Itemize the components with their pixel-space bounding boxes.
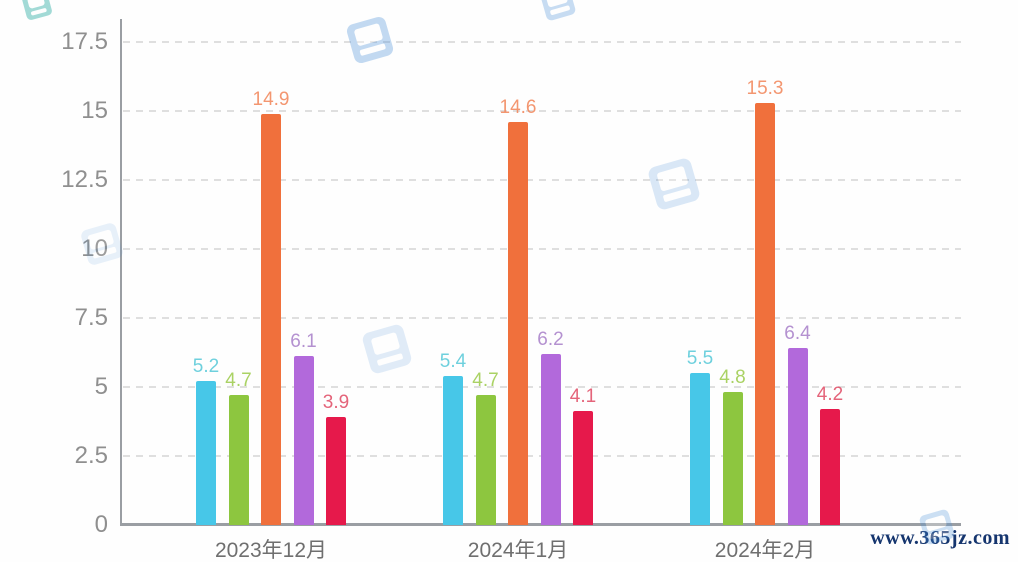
site-watermark: www.365jz.com [870,527,1010,549]
logo-glyph [924,514,947,532]
y-axis-tick-label: 12.5 [61,165,108,193]
logo-watermark-icon [539,0,577,22]
bar-series-cyan [443,375,463,526]
bar-series-cyan [690,372,710,526]
gridline [123,41,961,43]
bar-value-label: 6.2 [537,328,564,350]
bar-value-label: 14.6 [499,96,537,118]
bar-value-label: 4.7 [472,369,499,391]
bar-value-label: 3.9 [322,391,350,413]
bar-value-label: 4.8 [719,367,746,389]
logo-glyph [929,529,949,540]
y-axis-tick-label: 17.5 [61,28,108,55]
bar-series-green [722,392,743,526]
bar-series-red [326,416,346,526]
y-axis-tick-label: 0 [94,510,108,538]
bar-series-orange [261,113,281,526]
logo-glyph [30,7,48,16]
logo-watermark-icon [21,0,53,21]
bar-value-label: 4.7 [225,369,252,391]
y-axis-line [120,19,122,526]
bar-value-label: 4.1 [569,386,597,408]
logo-glyph [550,5,570,16]
logo-glyph [370,331,401,356]
logo-glyph [376,352,404,367]
bar-series-red [573,411,593,526]
bar-series-orange [508,121,528,526]
x-axis-category-label: 2024年2月 [714,539,816,562]
y-axis-tick-label: 5 [94,372,108,400]
bar-value-label: 5.4 [439,350,467,372]
y-axis-tick-label: 2.5 [74,441,108,469]
y-axis-tick-label: 7.5 [74,303,108,331]
bar-series-purple [540,353,561,526]
x-axis-category-label: 2023年12月 [214,539,328,562]
bar-series-purple [293,356,314,526]
logo-glyph [662,187,692,202]
bar-value-label: 5.2 [192,356,220,378]
logo-watermark-icon [361,323,413,375]
logo-watermark-icon [646,156,702,212]
logo-glyph [353,23,384,47]
logo-glyph [92,247,117,259]
logo-glyph [359,43,386,57]
x-axis-category-label: 2024年1月 [467,539,569,562]
bar-series-red [820,408,840,526]
bar-value-label: 15.3 [746,77,784,99]
y-axis-tick-label: 10 [36,235,108,263]
bar-series-green [228,394,249,526]
logo-watermark-icon [345,15,395,65]
bar-series-orange [755,102,775,526]
gridline [123,178,961,181]
bar-series-green [475,394,496,526]
bar-series-purple [787,348,808,526]
bar-series-cyan [196,381,216,526]
logo-glyph [87,229,114,250]
bar-value-label: 4.2 [816,383,844,405]
gridline [123,247,961,250]
y-axis-tick-label: 15 [81,96,108,124]
bar-value-label: 6.4 [784,323,811,345]
gridline [123,316,961,319]
bar-value-label: 5.5 [686,347,714,369]
gridline [123,109,961,112]
bar-value-label: 6.1 [290,331,317,353]
bar-value-label: 14.9 [252,88,290,110]
logo-glyph [656,165,689,192]
